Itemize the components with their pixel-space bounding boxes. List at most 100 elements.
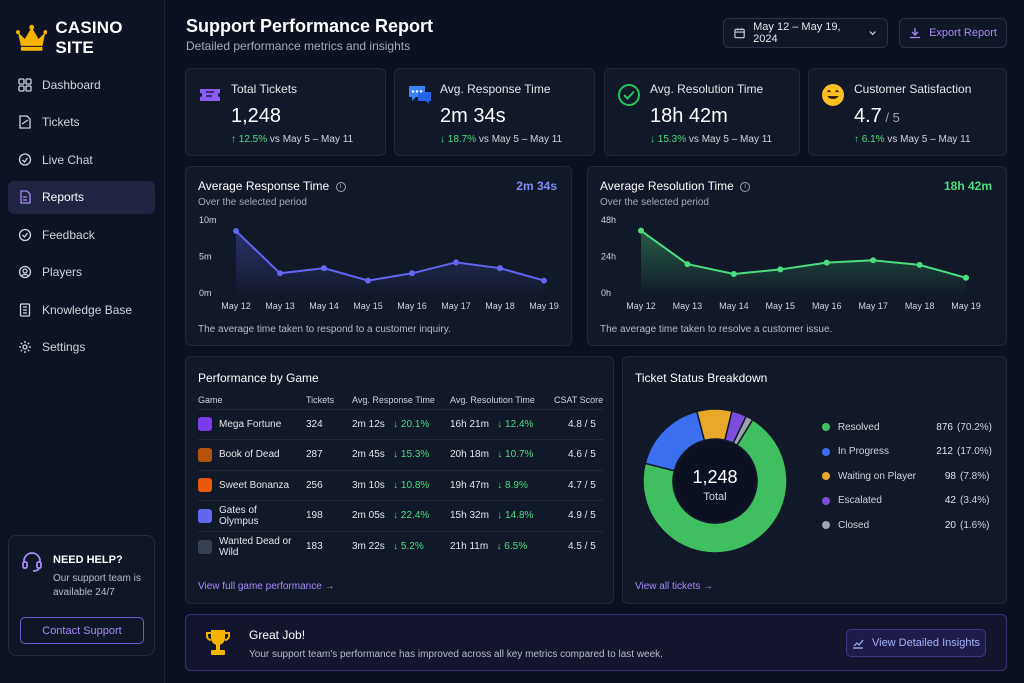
response-delta: ↓ 20.1%: [393, 418, 430, 430]
csat-cell: 4.6 / 5: [554, 439, 604, 470]
legend-item[interactable]: In Progress 212 (17.0%): [822, 440, 992, 465]
export-report-button[interactable]: Export Report: [899, 18, 1007, 48]
kpi-change: ↑ 12.5%: [231, 134, 268, 145]
table-row[interactable]: Book of Dead 287 2m 45s ↓ 15.3% 20h 18m ↓ 1…: [198, 439, 604, 470]
chevron-down-icon: [869, 31, 876, 36]
game-name: Mega Fortune: [219, 418, 282, 430]
trophy-icon: [206, 630, 230, 655]
y-tick-label: 10m: [199, 215, 217, 225]
sidebar-item-players[interactable]: Players: [8, 256, 155, 289]
tickets-cell: 324: [306, 408, 352, 440]
resolution-cell: 16h 21m ↓ 12.4%: [450, 408, 554, 440]
game-cell: Wanted Dead or Wild: [198, 530, 306, 562]
table-row[interactable]: Sweet Bonanza 256 3m 10s ↓ 10.8% 19h 47m ↓ …: [198, 469, 604, 501]
legend-item[interactable]: Escalated 42 (3.4%): [822, 489, 992, 514]
sidebar-item-tickets[interactable]: Tickets: [8, 106, 155, 139]
response-value: 2m 05s: [352, 510, 385, 522]
contact-support-button[interactable]: Contact Support: [20, 617, 144, 644]
chat-icon: [409, 86, 431, 104]
resolution-cell: 19h 47m ↓ 8.9%: [450, 469, 554, 501]
x-tick-label: May 15: [353, 301, 383, 311]
column-header[interactable]: Game: [198, 395, 223, 406]
legend-item[interactable]: Waiting on Player 98 (7.8%): [822, 464, 992, 489]
kpi-number: 4.7: [854, 105, 882, 127]
game-thumbnail-icon: [198, 508, 212, 523]
kpi-label: Avg. Resolution Time: [650, 82, 764, 96]
legend-percent: (1.6%): [960, 519, 990, 531]
export-label: Export Report: [929, 27, 997, 39]
resolution-value: 19h 47m: [450, 479, 489, 491]
date-range-picker[interactable]: May 12 – May 19, 2024: [723, 18, 888, 48]
chart-icon: [852, 639, 864, 649]
info-icon[interactable]: i: [740, 181, 751, 192]
kpi-value: 4.7 / 5: [854, 105, 900, 128]
legend-percent: (3.4%): [960, 495, 990, 507]
csat-cell: 4.8 / 5: [554, 408, 604, 440]
sidebar-item-live-chat[interactable]: Live Chat: [8, 143, 155, 176]
data-point: [409, 270, 415, 277]
csat-cell: 4.7 / 5: [554, 469, 604, 501]
x-tick-label: May 18: [485, 301, 515, 311]
sidebar-item-feedback[interactable]: Feedback: [8, 218, 155, 251]
legend-dot: [822, 447, 830, 456]
sidebar-item-dashboard[interactable]: Dashboard: [8, 68, 155, 101]
legend-item[interactable]: Resolved 876 (70.2%): [822, 415, 992, 440]
resolution-cell: 15h 32m ↓ 14.8%: [450, 500, 554, 531]
ticket-icon: [19, 115, 31, 129]
x-tick-label: May 19: [951, 301, 981, 311]
x-tick-label: May 19: [529, 301, 559, 311]
sidebar-item-settings[interactable]: Settings: [8, 331, 155, 364]
resolution-value: 21h 11m: [450, 541, 489, 552]
info-icon[interactable]: i: [335, 181, 346, 192]
game-table: Game Tickets Avg. Response Time Avg. Res…: [198, 392, 604, 562]
csat-cell: 4.5 / 5: [554, 530, 604, 562]
table-header: Game Tickets Avg. Response Time Avg. Res…: [198, 392, 604, 409]
game-thumbnail-icon: [198, 478, 212, 493]
kpi-number: 1,248: [231, 105, 282, 127]
x-tick-label: May 16: [812, 301, 842, 311]
table-row[interactable]: Mega Fortune 324 2m 12s ↓ 20.1% 16h 21m ↓ 1…: [198, 408, 604, 440]
data-point: [963, 274, 969, 281]
column-header[interactable]: Tickets: [306, 395, 335, 406]
x-tick-label: May 13: [265, 301, 295, 311]
headset-icon: [22, 552, 42, 572]
page-subtitle: Detailed performance metrics and insight…: [186, 39, 411, 53]
resolution-value: 15h 32m: [450, 510, 489, 522]
legend-label: In Progress: [837, 446, 889, 458]
x-tick-label: May 17: [858, 301, 888, 311]
column-header[interactable]: Avg. Resolution Time: [450, 395, 535, 406]
table-row[interactable]: Wanted Dead or Wild 183 3m 22s ↓ 5.2% 21h 1…: [198, 530, 604, 562]
legend-item[interactable]: Closed 20 (1.6%): [822, 513, 992, 538]
sidebar-item-knowledge-base[interactable]: Knowledge Base: [8, 293, 155, 326]
feedback-icon: [18, 228, 32, 241]
brand-logo[interactable]: CASINO SITE: [16, 18, 164, 58]
view-detailed-insights-button[interactable]: View Detailed Insights: [846, 629, 986, 657]
column-header[interactable]: CSAT Score: [554, 395, 604, 406]
document-icon: [20, 190, 31, 204]
ticket-icon: [200, 89, 220, 101]
data-point: [233, 227, 239, 234]
game-name: Sweet Bonanza: [219, 479, 290, 491]
donut-hole: [674, 440, 756, 522]
x-tick-label: May 14: [309, 301, 339, 311]
kpi-compare: vs May 5 – May 11: [887, 134, 971, 145]
view-full-game-performance-link[interactable]: View full game performance →: [198, 581, 335, 592]
column-header[interactable]: Avg. Response Time: [352, 395, 435, 406]
sidebar-nav: Dashboard Tickets Live Chat Reports Feed…: [8, 68, 155, 368]
brand-name: CASINO SITE: [55, 18, 123, 57]
sidebar-item-reports[interactable]: Reports: [8, 180, 155, 214]
legend-label: Resolved: [837, 421, 880, 433]
response-delta: ↓ 15.3%: [393, 449, 430, 461]
legend-dot: [822, 472, 830, 481]
view-all-tickets-link[interactable]: View all tickets →: [635, 581, 714, 592]
x-tick-label: May 14: [719, 301, 749, 311]
kpi-card-satisfaction: Customer Satisfaction 4.7 / 5 ↑ 6.1% vs …: [808, 68, 1007, 156]
check-circle-icon: [618, 84, 640, 106]
table-row[interactable]: Gates of Olympus 198 2m 05s ↓ 22.4% 15h 32m…: [198, 500, 604, 531]
sidebar-item-label: Players: [42, 265, 83, 279]
smiley-icon: [822, 84, 844, 106]
y-tick-label: 0m: [199, 288, 212, 298]
legend-label: Closed: [838, 519, 870, 531]
x-tick-label: May 13: [673, 301, 703, 311]
series-line: [235, 230, 545, 282]
